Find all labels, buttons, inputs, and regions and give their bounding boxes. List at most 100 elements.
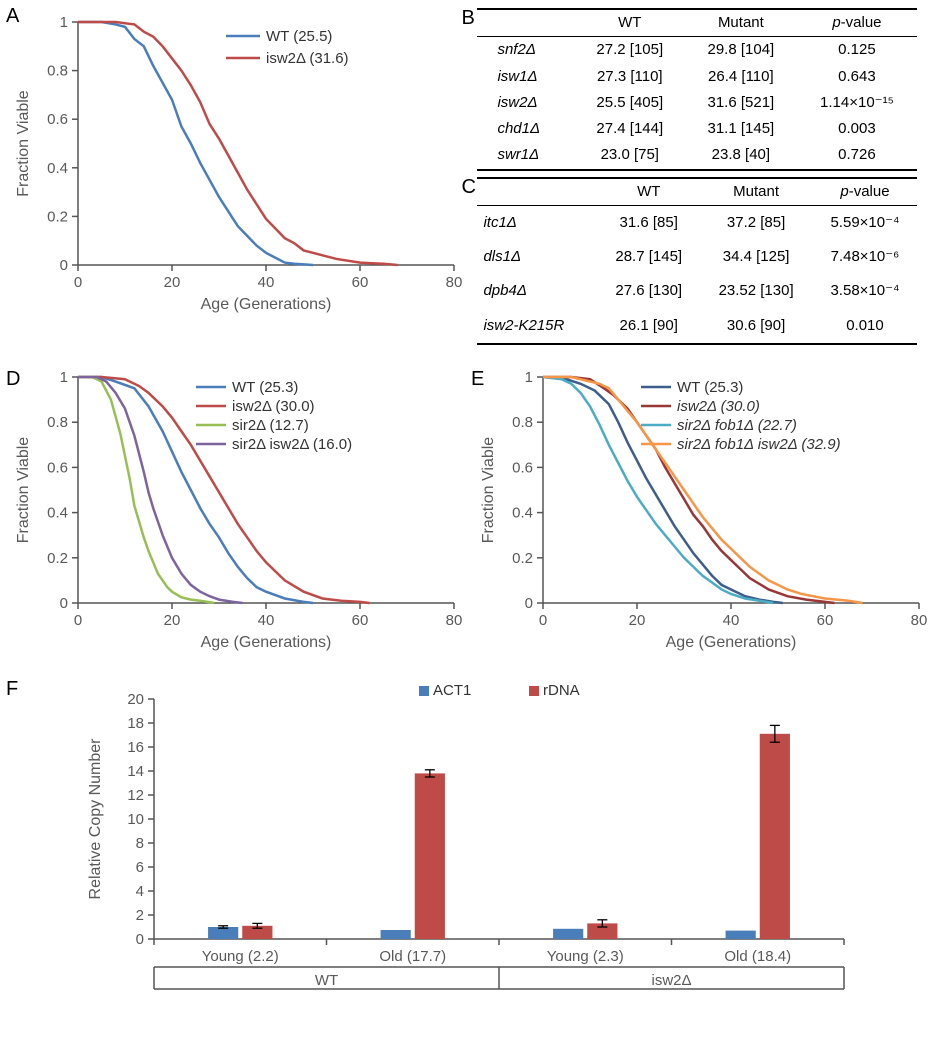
chart-d: 02040608000.20.40.60.81Age (Generations)…	[6, 369, 466, 659]
svg-text:80: 80	[446, 612, 463, 629]
svg-text:0: 0	[60, 257, 68, 274]
panel-e: E 02040608000.20.40.60.81Age (Generation…	[471, 369, 931, 659]
wt-cell: 31.6 [85]	[598, 205, 700, 240]
figure-root: A 02040608000.20.40.60.81Age (Generation…	[6, 6, 931, 1019]
svg-text:Fraction Viable: Fraction Viable	[15, 436, 32, 543]
svg-text:0.6: 0.6	[47, 111, 68, 128]
svg-text:20: 20	[164, 274, 181, 291]
svg-text:18: 18	[127, 715, 144, 732]
svg-text:Young (2.3): Young (2.3)	[547, 948, 624, 965]
svg-text:0: 0	[525, 595, 533, 612]
wt-cell: 28.7 [145]	[598, 240, 700, 274]
wt-cell: 23.0 [75]	[574, 142, 685, 169]
svg-text:Age (Generations): Age (Generations)	[201, 296, 332, 313]
svg-text:1: 1	[60, 369, 68, 386]
svg-text:Fraction Viable: Fraction Viable	[480, 436, 497, 543]
table-c: WTMutantp-valueitc1Δ31.6 [85]37.2 [85]5.…	[477, 177, 917, 345]
svg-text:14: 14	[127, 763, 144, 780]
panel-b: B WTMutantp-valuesnf2Δ27.2 [105]29.8 [10…	[473, 8, 931, 171]
col-header: Mutant	[700, 178, 813, 206]
gene-cell: itc1Δ	[477, 205, 597, 240]
svg-text:16: 16	[127, 739, 144, 756]
chart-e: 02040608000.20.40.60.81Age (Generations)…	[471, 369, 931, 659]
svg-text:0.8: 0.8	[512, 414, 533, 431]
gene-cell: isw2-K215R	[477, 309, 597, 344]
p-cell: 1.14×10⁻¹⁵	[796, 90, 917, 116]
svg-text:60: 60	[352, 612, 369, 629]
svg-text:0.6: 0.6	[512, 459, 533, 476]
panel-d-label: D	[6, 369, 20, 389]
wt-cell: 26.1 [90]	[598, 309, 700, 344]
chart-f: 02468101214161820Relative Copy NumberYou…	[76, 679, 856, 1019]
svg-text:1: 1	[60, 14, 68, 31]
p-cell: 3.58×10⁻⁴	[813, 274, 918, 308]
svg-text:WT (25.3): WT (25.3)	[677, 379, 743, 396]
svg-text:80: 80	[911, 612, 928, 629]
svg-text:10: 10	[127, 811, 144, 828]
panel-a: A 02040608000.20.40.60.81Age (Generation…	[6, 6, 473, 345]
gene-cell: dls1Δ	[477, 240, 597, 274]
svg-text:0.4: 0.4	[47, 160, 68, 177]
p-cell: 0.726	[796, 142, 917, 169]
col-header: Mutant	[685, 9, 796, 37]
svg-text:sir2Δ isw2Δ (16.0): sir2Δ isw2Δ (16.0)	[232, 436, 352, 453]
svg-text:80: 80	[446, 274, 463, 291]
panel-d: D 02040608000.20.40.60.81Age (Generation…	[6, 369, 471, 659]
p-cell: 0.010	[813, 309, 918, 344]
svg-text:sir2Δ (12.7): sir2Δ (12.7)	[232, 417, 309, 434]
panel-f: F 02468101214161820Relative Copy NumberY…	[6, 679, 931, 1019]
col-header: p-value	[796, 9, 917, 37]
p-cell: 0.643	[796, 64, 917, 90]
mut-cell: 23.52 [130]	[700, 274, 813, 308]
svg-text:isw2Δ (30.0): isw2Δ (30.0)	[677, 398, 760, 415]
svg-text:0.2: 0.2	[47, 208, 68, 225]
svg-text:0: 0	[539, 612, 547, 629]
svg-text:6: 6	[136, 859, 144, 876]
svg-text:0.4: 0.4	[47, 504, 68, 521]
svg-text:Age (Generations): Age (Generations)	[666, 634, 797, 651]
svg-text:40: 40	[258, 274, 275, 291]
svg-text:ACT1: ACT1	[433, 682, 471, 699]
row-1: A 02040608000.20.40.60.81Age (Generation…	[6, 6, 931, 345]
svg-text:0.2: 0.2	[512, 550, 533, 567]
panel-c-label: C	[461, 177, 475, 197]
mut-cell: 34.4 [125]	[700, 240, 813, 274]
svg-text:1: 1	[525, 369, 533, 386]
svg-text:8: 8	[136, 835, 144, 852]
svg-text:isw2Δ (31.6): isw2Δ (31.6)	[266, 50, 349, 67]
table-b: WTMutantp-valuesnf2Δ27.2 [105]29.8 [104]…	[477, 8, 917, 171]
svg-text:WT: WT	[315, 972, 338, 989]
svg-text:12: 12	[127, 787, 144, 804]
svg-text:0.6: 0.6	[47, 459, 68, 476]
gene-cell: isw1Δ	[477, 64, 574, 90]
wt-cell: 27.2 [105]	[574, 37, 685, 64]
svg-text:isw2Δ (30.0): isw2Δ (30.0)	[232, 398, 315, 415]
svg-text:60: 60	[817, 612, 834, 629]
mut-cell: 26.4 [110]	[685, 64, 796, 90]
svg-text:sir2Δ fob1Δ isw2Δ (32.9): sir2Δ fob1Δ isw2Δ (32.9)	[677, 436, 841, 453]
gene-cell: snf2Δ	[477, 37, 574, 64]
svg-text:0: 0	[74, 274, 82, 291]
col-header	[477, 9, 574, 37]
gene-cell: dpb4Δ	[477, 274, 597, 308]
p-cell: 7.48×10⁻⁶	[813, 240, 918, 274]
mut-cell: 37.2 [85]	[700, 205, 813, 240]
svg-text:sir2Δ fob1Δ (22.7): sir2Δ fob1Δ (22.7)	[677, 417, 797, 434]
mut-cell: 31.6 [521]	[685, 90, 796, 116]
svg-text:0.2: 0.2	[47, 550, 68, 567]
mut-cell: 23.8 [40]	[685, 142, 796, 169]
wt-cell: 25.5 [405]	[574, 90, 685, 116]
svg-text:40: 40	[258, 612, 275, 629]
col-header: WT	[598, 178, 700, 206]
panel-a-label: A	[6, 6, 19, 26]
svg-text:rDNA: rDNA	[543, 682, 580, 699]
col-header: WT	[574, 9, 685, 37]
p-cell: 0.125	[796, 37, 917, 64]
svg-text:0: 0	[60, 595, 68, 612]
svg-text:0.4: 0.4	[512, 504, 533, 521]
svg-text:20: 20	[127, 691, 144, 708]
panel-bc-wrap: B WTMutantp-valuesnf2Δ27.2 [105]29.8 [10…	[473, 6, 931, 345]
svg-text:Relative Copy Number: Relative Copy Number	[87, 738, 104, 900]
svg-text:isw2Δ: isw2Δ	[651, 972, 691, 989]
svg-text:0.8: 0.8	[47, 414, 68, 431]
